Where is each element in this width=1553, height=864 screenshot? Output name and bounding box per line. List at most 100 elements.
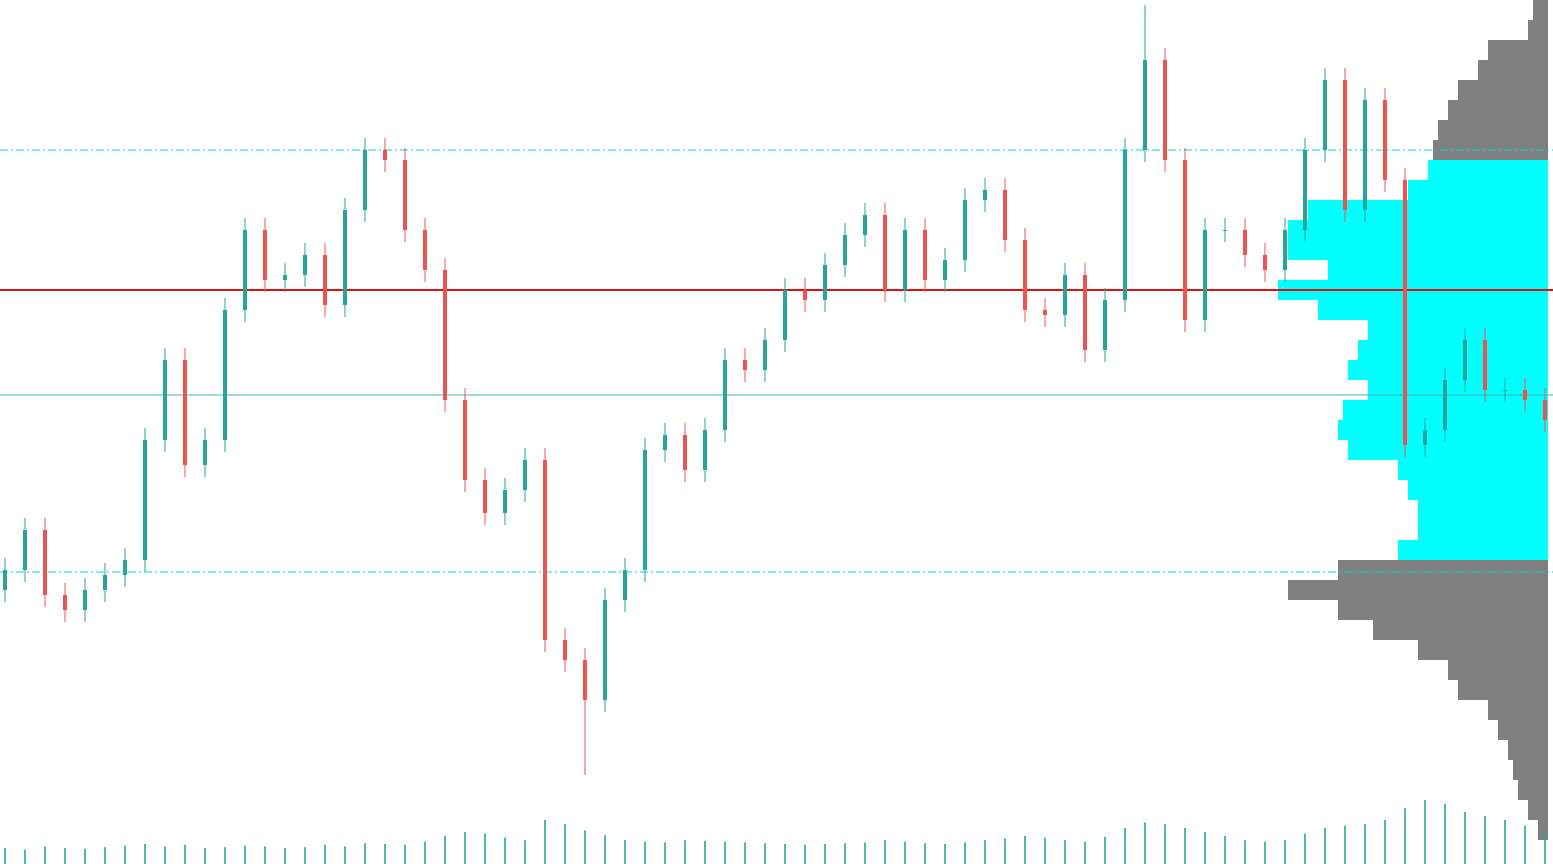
volume-bar bbox=[1364, 824, 1366, 864]
volume-bar bbox=[24, 849, 26, 864]
candle-body bbox=[1123, 150, 1127, 300]
volume-bar bbox=[924, 843, 926, 864]
profile-bar bbox=[1448, 100, 1548, 120]
volume-bar bbox=[804, 844, 806, 864]
volume-bar bbox=[104, 847, 106, 864]
candle-body bbox=[23, 530, 27, 570]
profile-bar bbox=[1398, 460, 1548, 480]
candle-body bbox=[1383, 100, 1387, 180]
candle-body bbox=[423, 230, 427, 270]
profile-bar bbox=[1408, 180, 1548, 200]
profile-bar bbox=[1308, 200, 1548, 220]
candle-body bbox=[1443, 380, 1447, 430]
profile-bar bbox=[1288, 220, 1548, 240]
volume-bar bbox=[1204, 832, 1206, 864]
profile-bar bbox=[1458, 80, 1548, 100]
candle-body bbox=[1523, 390, 1527, 400]
volume-bar bbox=[1044, 837, 1046, 864]
volume-bar bbox=[1024, 836, 1026, 864]
volume-bar bbox=[1544, 832, 1546, 864]
volume-bar bbox=[1284, 840, 1286, 864]
volume-bar bbox=[264, 846, 266, 864]
candle-body bbox=[483, 480, 487, 513]
profile-bar bbox=[1418, 500, 1548, 520]
volume-bar bbox=[224, 847, 226, 864]
volume-bar bbox=[144, 844, 146, 864]
volume-bar bbox=[784, 844, 786, 864]
candle-body bbox=[1223, 230, 1227, 231]
volume-bar bbox=[1344, 825, 1346, 864]
volume-bar bbox=[644, 841, 646, 864]
candle-body bbox=[1483, 340, 1487, 390]
candle-body bbox=[1423, 430, 1427, 445]
profile-bar bbox=[1448, 660, 1548, 680]
candle-body bbox=[103, 575, 107, 590]
candle-body bbox=[843, 235, 847, 265]
profile-bar bbox=[1438, 120, 1548, 140]
volume-bar bbox=[1324, 828, 1326, 864]
candle-body bbox=[643, 450, 647, 570]
profile-bar bbox=[1418, 520, 1548, 540]
profile-bar bbox=[1533, 0, 1548, 20]
candle-body bbox=[1003, 190, 1007, 240]
volume-bar bbox=[244, 845, 246, 864]
profile-bar bbox=[1288, 580, 1548, 600]
candle-body bbox=[743, 360, 747, 370]
volume-bar bbox=[964, 842, 966, 864]
volume-bar bbox=[564, 824, 566, 864]
volume-bar bbox=[1304, 833, 1306, 864]
candle-body bbox=[1243, 230, 1247, 255]
volume-bar bbox=[824, 844, 826, 864]
volume-bar bbox=[324, 844, 326, 864]
candle-body bbox=[343, 210, 347, 305]
candle-body bbox=[223, 310, 227, 440]
candle-body bbox=[563, 640, 567, 660]
volume-bar bbox=[364, 843, 366, 864]
volume-bar bbox=[164, 846, 166, 864]
volume-bar bbox=[1264, 841, 1266, 864]
volume-bar bbox=[484, 833, 486, 864]
profile-bar bbox=[1288, 240, 1548, 260]
volume-bar bbox=[1484, 816, 1486, 864]
volume-bar bbox=[604, 835, 606, 864]
volume-bar bbox=[1404, 808, 1406, 864]
volume-bar bbox=[504, 837, 506, 864]
volume-bar bbox=[524, 840, 526, 864]
candle-body bbox=[463, 400, 467, 480]
volume-bar bbox=[424, 841, 426, 864]
candle-body bbox=[63, 595, 67, 610]
candle-body bbox=[163, 360, 167, 440]
volume-bar bbox=[584, 830, 586, 864]
candle-body bbox=[1403, 180, 1407, 445]
volume-bar bbox=[1524, 825, 1526, 864]
profile-bar bbox=[1368, 380, 1548, 400]
candle-body bbox=[503, 490, 507, 513]
candle-body bbox=[1103, 300, 1107, 350]
candle-body bbox=[323, 255, 327, 305]
volume-bar bbox=[904, 841, 906, 864]
volume-bar bbox=[664, 842, 666, 864]
volume-bar bbox=[304, 847, 306, 864]
profile-bar bbox=[1398, 540, 1548, 560]
candle-body bbox=[603, 600, 607, 700]
volume-bar bbox=[1244, 840, 1246, 864]
candle-body bbox=[1343, 80, 1347, 210]
volume-bar bbox=[1064, 840, 1066, 864]
candle-body bbox=[1323, 80, 1327, 150]
candle-body bbox=[583, 660, 587, 700]
profile-bar bbox=[1518, 780, 1548, 800]
volume-bar bbox=[624, 840, 626, 864]
candle-body bbox=[1303, 150, 1307, 230]
profile-bar bbox=[1348, 440, 1548, 460]
volume-bar bbox=[384, 844, 386, 864]
profile-bar bbox=[1538, 820, 1548, 840]
volume-bar bbox=[64, 848, 66, 864]
candle-body bbox=[1043, 310, 1047, 315]
candle-body bbox=[823, 265, 827, 300]
candle-body bbox=[303, 255, 307, 275]
profile-bar bbox=[1488, 700, 1548, 720]
profile-bar bbox=[1348, 360, 1548, 380]
volume-bar bbox=[1124, 828, 1126, 864]
candle-body bbox=[763, 340, 767, 370]
volume-bar bbox=[44, 846, 46, 864]
